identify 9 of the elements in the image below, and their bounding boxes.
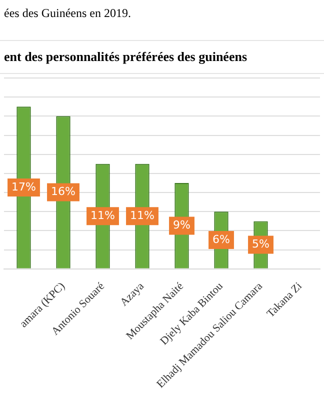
data-label: 5% [252, 238, 270, 251]
data-label: 6% [212, 232, 230, 246]
text: ées des Guinéens en 2019. [3, 5, 132, 22]
data-label: 16% [51, 185, 76, 198]
data-label: 17% [12, 180, 36, 194]
data-label: 11% [90, 209, 115, 222]
data-label: 9% [173, 218, 190, 232]
chart-title: ent des personnalités préférées des guinéens [0, 40, 324, 74]
data-label: 11% [130, 209, 154, 222]
